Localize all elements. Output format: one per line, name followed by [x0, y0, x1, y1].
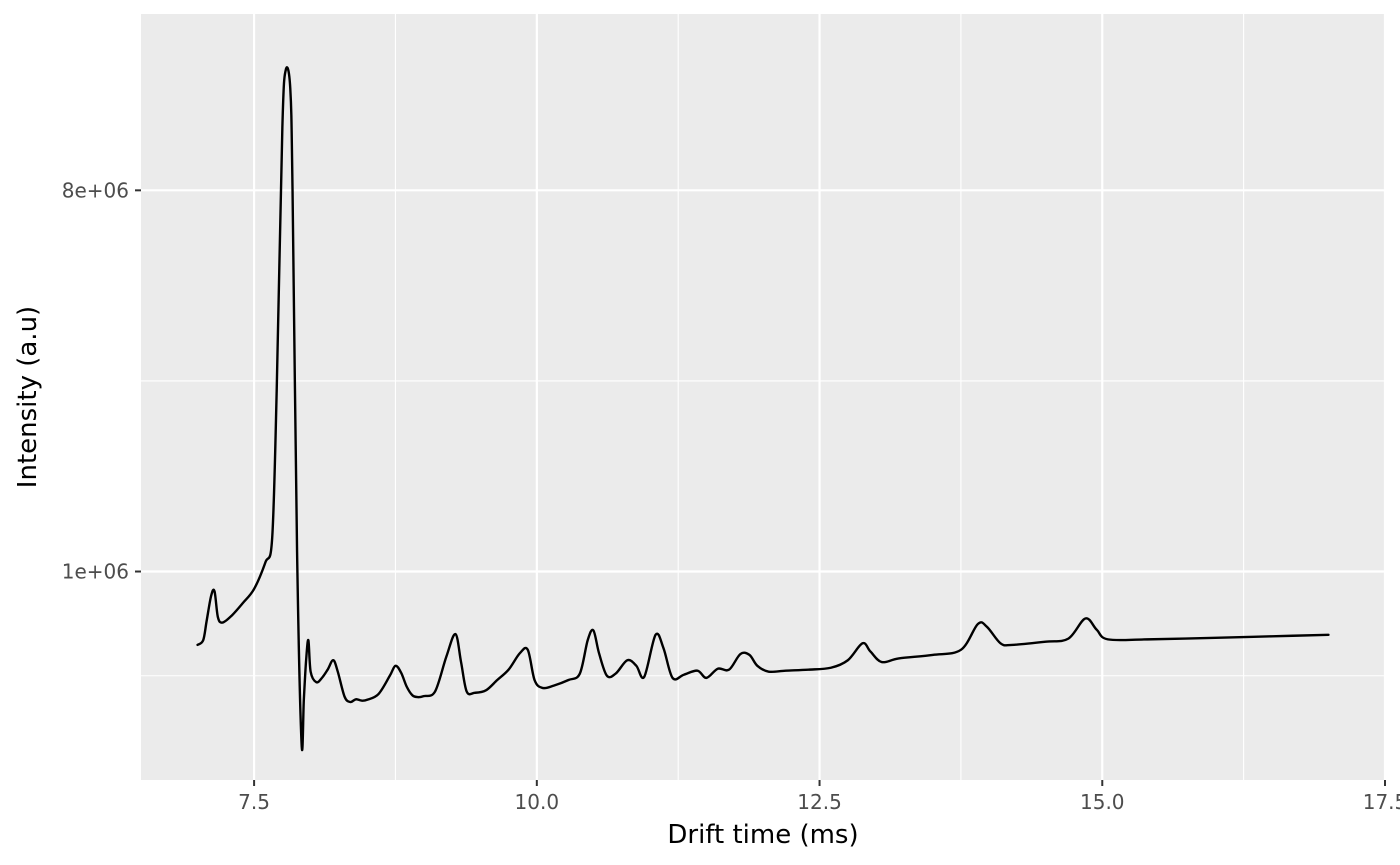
major-gridlines: [141, 14, 1387, 780]
intensity-series-line: [196, 66, 1330, 752]
x-axis-title: Drift time (ms): [667, 820, 858, 850]
y-axis-title: Intensity (a.u): [13, 306, 43, 488]
x-tick-label: 10.0: [515, 790, 560, 814]
x-tick-label: 7.5: [238, 790, 270, 814]
minor-gridlines: [141, 14, 1385, 780]
y-axis: 1e+06 8e+06: [62, 178, 141, 584]
x-axis: 7.5 10.0 12.5 15.0 17.5: [238, 780, 1400, 814]
plot-panel: [141, 14, 1385, 780]
x-tick-label: 12.5: [797, 790, 842, 814]
y-tick-label: 1e+06: [62, 560, 129, 584]
y-tick-label: 8e+06: [62, 178, 129, 202]
x-tick-label: 17.5: [1363, 790, 1400, 814]
x-tick-label: 15.0: [1080, 790, 1125, 814]
